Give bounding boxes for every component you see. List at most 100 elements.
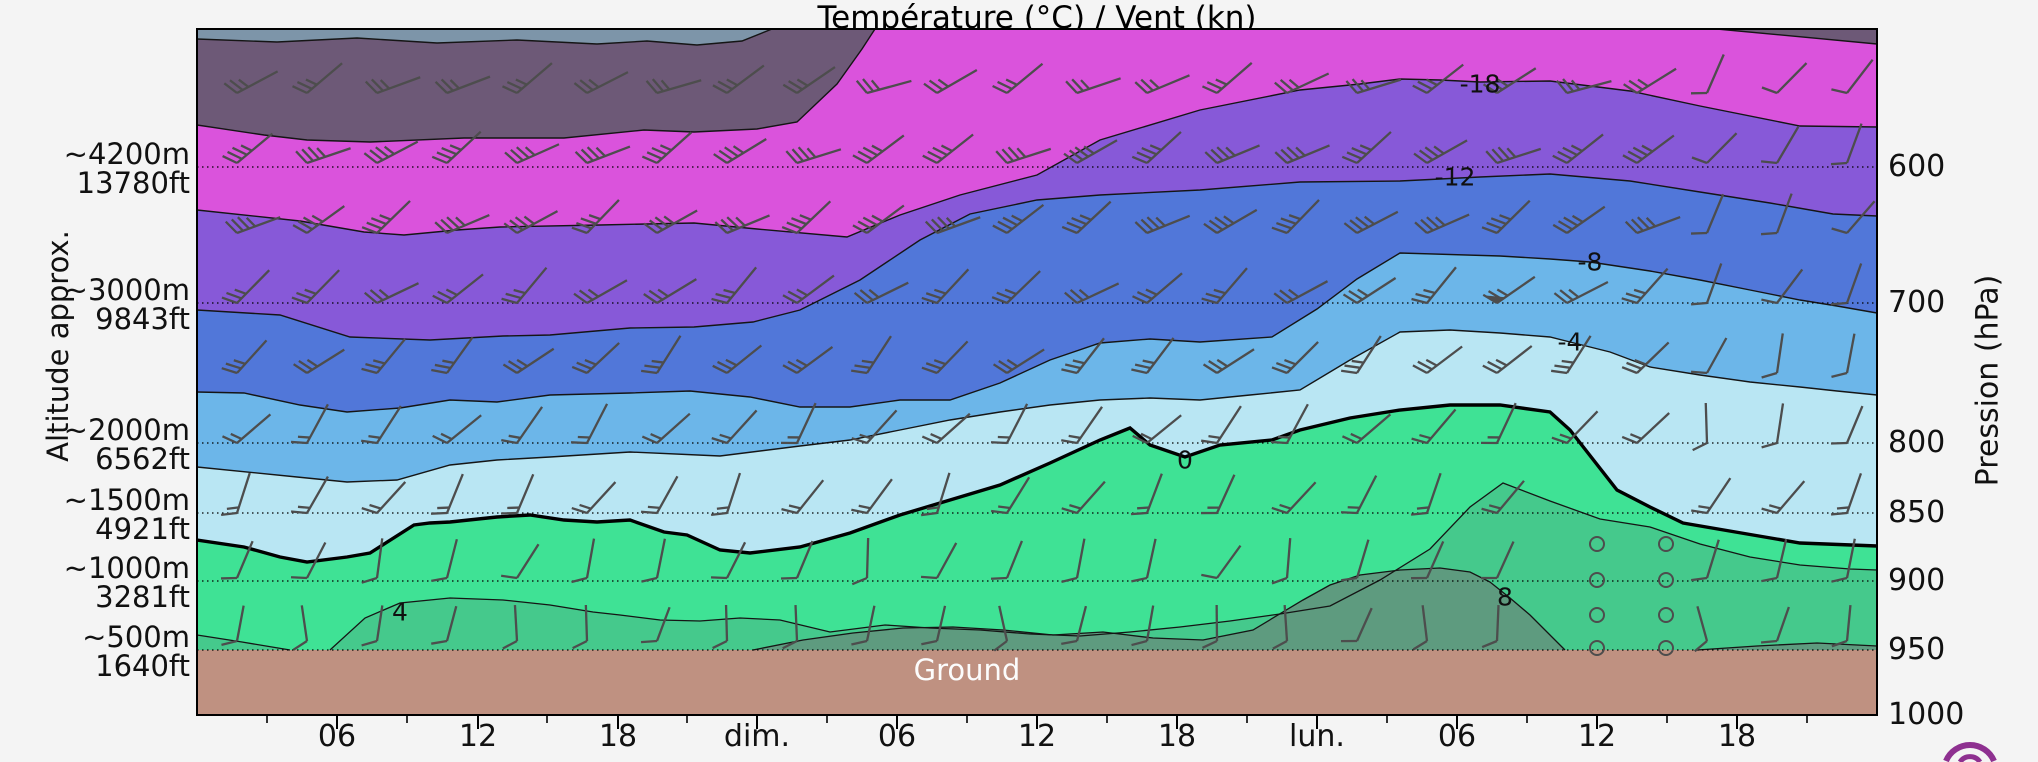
wind-barb [1761,62,1808,95]
wind-barb [1340,335,1382,375]
wind-barb [922,133,974,165]
wind-barb [712,64,765,95]
wind-barb [781,200,832,235]
wind-barb [501,62,553,95]
wind-barb [292,62,343,95]
wind-barb [1553,280,1609,305]
wind-barb [920,542,958,580]
wind-barb [1831,59,1874,95]
calm-wind-circle-icon [1589,572,1605,588]
altitude-label-ft: 1640ft [95,649,190,683]
wind-barb [992,62,1044,95]
wind-barb [851,605,876,646]
wind-barb [1414,213,1470,235]
wind-barb [1621,412,1670,445]
wind-barb [1624,216,1681,235]
wind-barb [361,338,406,375]
calm-wind-circle-icon [1658,572,1674,588]
wind-barb [364,76,421,95]
wind-barb [1201,267,1248,305]
wind-barb [1555,78,1612,95]
wind-barb [502,604,519,650]
calm-wind-circle-icon [1658,607,1674,623]
wind-barb [1831,200,1876,235]
wind-barb [290,403,329,445]
wind-barb [1200,474,1236,515]
pennant-icon [1484,295,1506,303]
wind-barb [571,538,596,584]
wind-barb [990,403,1029,445]
wind-barb [1134,214,1191,235]
wind-barb [1202,348,1255,374]
wind-barb [851,537,870,586]
time-tick-label: lun. [1289,719,1345,754]
wind-barb [292,605,309,651]
wind-barb [1061,406,1103,445]
time-tick-label: 12 [1017,719,1057,754]
site-logo-icon [1943,742,1997,762]
wind-barb [432,273,484,305]
wind-barb [920,472,951,517]
wind-barb [1831,605,1852,648]
wind-barb [1131,337,1175,375]
wind-barb [1481,199,1531,235]
calm-wind-circle-icon [1589,536,1605,552]
wind-barb [1481,480,1525,515]
altitude-label-m: ~500m [82,620,190,654]
wind-barb [640,606,671,644]
time-tick-label: 06 [1437,719,1477,754]
altitude-label-m: ~1000m [63,551,190,585]
wind-barb [220,472,251,517]
wind-barb [1623,67,1677,94]
time-tick-label: 12 [458,719,498,754]
time-tick-label: 12 [1577,719,1617,754]
wind-barb [361,200,411,235]
contour-line-t_4b [329,482,1877,651]
wind-barb [1690,539,1720,582]
wind-barb-field [220,54,1876,656]
wind-barb [640,335,682,375]
contour-value-label: -8 [1577,247,1603,277]
wind-barb [852,204,905,235]
time-tick-label: dim. [723,719,791,754]
time-tick-label: 18 [598,719,638,754]
wind-barb [434,75,491,95]
wind-barb [1061,538,1086,583]
altitude-label-m: ~1500m [63,483,190,517]
wind-barb [1203,208,1258,234]
y-axis-label-right: Pression (hPa) [1970,274,2006,487]
wind-barb [995,146,1052,165]
wind-barb [1621,267,1669,305]
wind-barb [1621,341,1670,375]
wind-barb [782,604,799,650]
wind-barb [780,540,814,580]
wind-barb [645,78,702,95]
wind-barb [1480,402,1517,445]
wind-barb [1830,473,1863,516]
contour-line-dark_magenta [197,29,876,143]
contour-value-label: 4 [392,597,408,627]
band-cornflower [197,174,1877,412]
wind-barb [1061,337,1105,375]
wind-barb [851,409,898,445]
band-green-dark-right [1697,643,1877,650]
wind-barb [921,412,971,445]
wind-barb [571,199,620,235]
wind-barb [1063,139,1118,165]
wind-barb [290,541,327,580]
wind-barb [1482,67,1537,94]
wind-barb [641,538,667,583]
wind-barb [1761,268,1804,305]
wind-barb [1760,126,1800,165]
wind-barb [853,281,909,305]
altitude-label-ft: 6562ft [95,442,190,476]
wind-barb [1831,538,1856,583]
contour-line-steel [197,29,773,46]
band-pale-cyan [197,330,1877,562]
wind-barb [1830,405,1864,445]
altitude-label-m: ~4200m [63,137,190,171]
pressure-tick-label: 950 [1888,632,1946,667]
wind-barb [1480,541,1515,580]
wind-barb [1274,144,1330,165]
wind-barb [1345,78,1402,95]
